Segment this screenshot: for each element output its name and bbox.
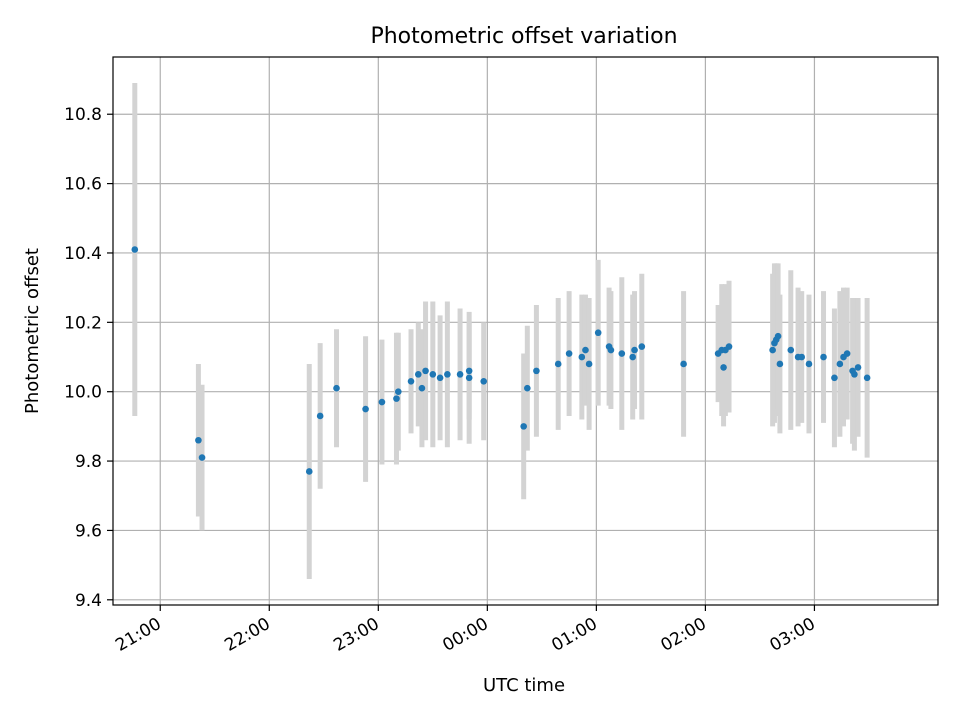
y-tick-label: 10.4 <box>64 244 102 264</box>
data-point <box>578 353 586 361</box>
data-point <box>585 360 593 368</box>
data-point <box>607 346 615 354</box>
data-point <box>407 377 415 385</box>
data-point <box>456 371 464 378</box>
data-point <box>798 353 806 361</box>
data-point <box>393 395 400 402</box>
data-point <box>854 364 862 371</box>
data-point <box>195 436 202 444</box>
data-point <box>533 367 540 375</box>
errorbar-layer <box>132 83 870 579</box>
data-point <box>680 360 687 368</box>
data-point <box>831 374 838 382</box>
data-point <box>362 405 369 413</box>
data-point <box>769 346 776 354</box>
data-point <box>720 364 727 371</box>
data-point <box>565 350 573 357</box>
data-point <box>843 350 851 357</box>
y-tick-label: 10.6 <box>64 175 102 195</box>
data-point <box>820 353 827 361</box>
y-tick-label: 10.2 <box>64 313 102 333</box>
data-point <box>594 329 602 337</box>
data-point <box>465 374 473 382</box>
data-point <box>805 360 813 368</box>
data-point <box>394 388 402 395</box>
data-point <box>638 343 646 350</box>
data-point <box>333 384 340 392</box>
data-point <box>305 468 313 475</box>
data-point <box>520 423 527 430</box>
x-tick-label: 00:00 <box>439 614 491 656</box>
data-point <box>631 346 638 354</box>
data-point <box>429 371 437 378</box>
x-tick-label: 03:00 <box>766 614 818 656</box>
x-tick-label: 21:00 <box>112 614 164 656</box>
data-point <box>198 454 206 461</box>
chart-title: Photometric offset variation <box>370 24 677 49</box>
data-point <box>131 246 139 253</box>
data-point <box>422 367 429 375</box>
point-layer <box>131 246 871 475</box>
data-point <box>418 384 426 392</box>
y-axis-title: Photometric offset <box>22 248 43 414</box>
y-tick-label: 9.6 <box>75 521 102 541</box>
data-point <box>582 346 589 354</box>
data-point <box>414 371 422 378</box>
data-point <box>629 353 637 361</box>
data-point <box>836 360 844 368</box>
data-point <box>554 360 562 368</box>
data-point <box>524 384 531 392</box>
data-point <box>378 398 386 406</box>
y-tick-label: 10.0 <box>64 383 102 403</box>
data-point <box>480 377 488 385</box>
data-point <box>774 332 782 340</box>
data-point <box>436 374 444 382</box>
data-point <box>618 350 626 357</box>
plot-frame <box>112 56 939 606</box>
data-point <box>465 367 473 375</box>
x-axis-title: UTC time <box>483 675 565 696</box>
x-tick-label: 02:00 <box>657 614 709 656</box>
data-point <box>316 412 324 420</box>
data-point <box>787 346 795 354</box>
data-point <box>851 371 858 378</box>
x-tick-label: 22:00 <box>221 614 273 656</box>
x-tick-label: 01:00 <box>548 614 600 656</box>
y-tick-label: 9.4 <box>75 591 102 611</box>
data-point <box>863 374 871 382</box>
data-point <box>776 360 784 368</box>
data-point <box>725 343 733 350</box>
x-tick-label: 23:00 <box>330 614 382 656</box>
y-tick-label: 9.8 <box>75 452 102 472</box>
data-point <box>444 371 451 378</box>
y-tick-label: 10.8 <box>64 105 102 125</box>
